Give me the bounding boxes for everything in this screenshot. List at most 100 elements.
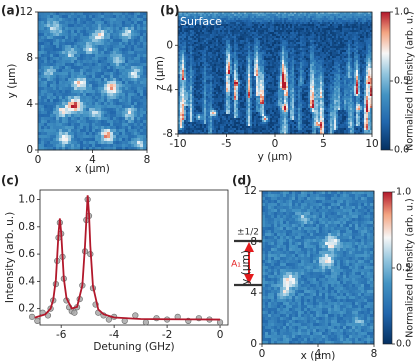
pixel [68, 57, 71, 60]
pixel [95, 45, 98, 48]
pixel [122, 54, 125, 57]
pixel [44, 48, 47, 51]
pixel [134, 102, 137, 105]
pixel [128, 18, 131, 21]
pixel [77, 21, 80, 24]
pixel [116, 81, 119, 84]
pixel [68, 96, 71, 99]
pixel [44, 117, 47, 120]
pixel [86, 114, 89, 117]
pixel [71, 84, 74, 87]
pixel [119, 12, 122, 15]
pixel [68, 24, 71, 27]
pixel [98, 90, 101, 93]
pixel [77, 90, 80, 93]
pixel [92, 114, 95, 117]
pixel [41, 99, 44, 102]
pixel [134, 57, 137, 60]
pixel [119, 21, 122, 24]
pixel [80, 108, 83, 111]
pixel [83, 81, 86, 84]
pixel [116, 12, 119, 15]
pixel [113, 120, 116, 123]
pixel [95, 66, 98, 69]
pixel [44, 18, 47, 21]
pixel [44, 105, 47, 108]
pixel [38, 45, 41, 48]
pixel [143, 51, 146, 54]
pixel [140, 114, 143, 117]
pixel [65, 66, 68, 69]
pixel [89, 135, 92, 138]
pixel [104, 114, 107, 117]
pixel [122, 63, 125, 66]
pixel [131, 93, 134, 96]
pixel [62, 75, 65, 78]
pixel [59, 114, 62, 117]
pixel [65, 102, 68, 105]
pixel [119, 132, 122, 135]
pixel [71, 27, 74, 30]
pixel [119, 96, 122, 99]
pixel [140, 33, 143, 36]
pixel [98, 108, 101, 111]
pixel [95, 75, 98, 78]
pixel [95, 33, 98, 36]
pixel [65, 63, 68, 66]
pixel [104, 39, 107, 42]
pixel [71, 39, 74, 42]
pixel [101, 84, 104, 87]
pixel [41, 15, 44, 18]
pixel [134, 123, 137, 126]
pixel [74, 117, 77, 120]
pixel [95, 111, 98, 114]
pixel [122, 36, 125, 39]
pixel [74, 30, 77, 33]
pixel [101, 114, 104, 117]
pixel [107, 141, 110, 144]
pixel [125, 132, 128, 135]
pixel [41, 117, 44, 120]
pixel [65, 12, 68, 15]
pixel [134, 42, 137, 45]
pixel [122, 39, 125, 42]
pixel [119, 51, 122, 54]
pixel [134, 15, 137, 18]
pixel [83, 123, 86, 126]
pixel [89, 39, 92, 42]
pixel [89, 120, 92, 123]
pixel [104, 69, 107, 72]
pixel [77, 138, 80, 141]
pixel [44, 132, 47, 135]
pixel [44, 144, 47, 147]
pixel [50, 114, 53, 117]
pixel [74, 87, 77, 90]
pixel [125, 129, 128, 132]
pixel [44, 78, 47, 81]
pixel [53, 30, 56, 33]
pixel [65, 69, 68, 72]
pixel [134, 126, 137, 129]
pixel [65, 48, 68, 51]
pixel [74, 36, 77, 39]
pixel [137, 42, 140, 45]
pixel [107, 120, 110, 123]
pixel [95, 54, 98, 57]
pixel [98, 96, 101, 99]
pixel [113, 90, 116, 93]
pixel [74, 24, 77, 27]
pixel [83, 84, 86, 87]
pixel [83, 117, 86, 120]
y-tick-label: 8 [26, 52, 33, 64]
pixel [62, 99, 65, 102]
pixel [50, 96, 53, 99]
pixel [53, 111, 56, 114]
pixel [95, 30, 98, 33]
pixel [119, 18, 122, 21]
pixel [110, 117, 113, 120]
pixel [44, 42, 47, 45]
pixel [86, 141, 89, 144]
pixel [119, 102, 122, 105]
pixel [122, 18, 125, 21]
pixel [137, 123, 140, 126]
